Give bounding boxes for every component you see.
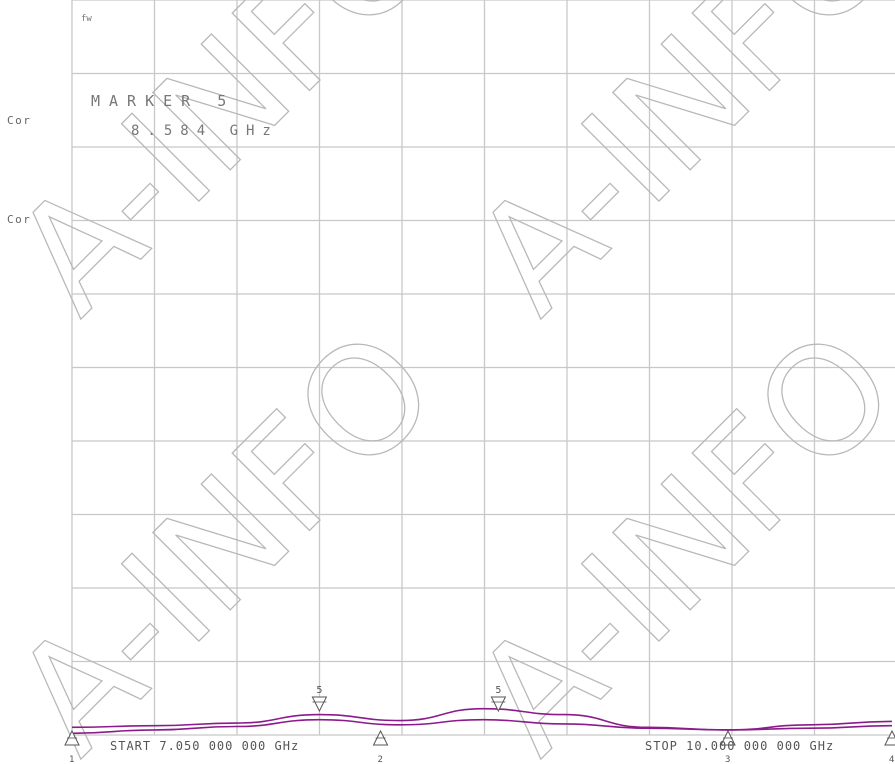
watermark-text: A-INFO (0, 299, 469, 764)
marker-5-down: 5 (490, 685, 507, 713)
marker-2-up: 2 (372, 729, 389, 764)
marker-id-label: 5 (316, 685, 322, 696)
format-tag: fw (81, 14, 92, 24)
marker-id-label: 5 (495, 685, 501, 696)
status-label-cor-2: Cor (7, 213, 32, 226)
marker-triangle (490, 696, 507, 713)
stop-frequency-label: STOP 10.000 000 000 GHz (645, 739, 835, 753)
markers: 1 5 2 5 3 4 (64, 685, 895, 764)
marker-readout-title: MARKER 5 (91, 92, 236, 110)
grid (71, 0, 895, 736)
watermark-text: A-INFO (442, 299, 895, 764)
start-frequency-label: START 7.050 000 000 GHz (110, 739, 300, 753)
marker-5-down: 5 (311, 685, 328, 713)
marker-id-label: 3 (725, 755, 730, 764)
marker-triangle (311, 696, 328, 713)
trace-line-2 (71, 718, 893, 735)
marker-1-up: 1 (64, 729, 80, 764)
marker-4-up: 4 (884, 729, 895, 764)
status-label-cor-1: Cor (7, 114, 32, 127)
marker-id-label: 1 (69, 755, 74, 764)
marker-id-label: 2 (378, 755, 383, 764)
marker-id-label: 4 (889, 755, 894, 764)
marker-3-up: 3 (720, 729, 736, 764)
marker-readout-frequency: 8.584 GHz (131, 123, 279, 139)
traces (71, 707, 893, 735)
